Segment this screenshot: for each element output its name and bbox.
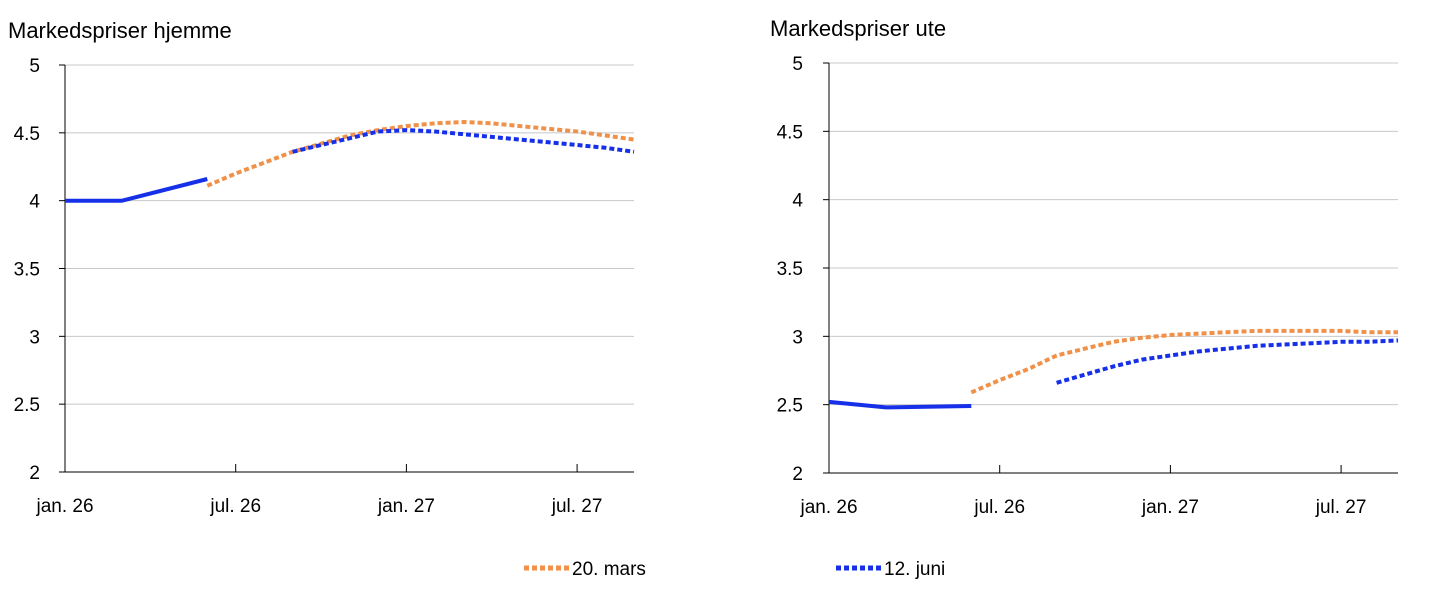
x-tick-label: jan. 26 <box>35 496 93 517</box>
panel-markedspriser-ute: Markedspriser ute 2 2.5 3 3.5 4 4.5 5 jan. 26 ju… <box>770 16 1399 518</box>
y-tick-label: 2.5 <box>14 395 40 416</box>
y-tick-label: 3 <box>792 327 803 348</box>
y-tick-label: 4 <box>29 192 40 213</box>
series-line-history <box>828 399 972 410</box>
x-tick-label: jul. 27 <box>1315 497 1367 518</box>
series-line-20-mars <box>206 120 635 188</box>
chart-title: Markedspriser ute <box>770 16 946 41</box>
legend-label-20-mars: 20. mars <box>572 559 646 580</box>
x-tick-label: jan. 27 <box>1141 497 1199 518</box>
y-tick-label: 3.5 <box>14 260 40 281</box>
chart-title: Markedspriser hjemme <box>8 18 232 43</box>
y-tick-label: 4.5 <box>14 124 40 145</box>
legend: 20. mars 12. juni <box>524 559 945 580</box>
series-line-12-juni <box>1056 338 1399 385</box>
y-tick-label: 4 <box>792 191 803 212</box>
x-tick-label: jul. 27 <box>551 496 603 517</box>
x-tick-label: jul. 26 <box>973 497 1025 518</box>
y-tick-label: 2 <box>29 463 40 484</box>
y-tick-label: 5 <box>792 54 803 75</box>
x-tick-label: jan. 26 <box>799 497 857 518</box>
y-tick-label: 3.5 <box>777 259 803 280</box>
y-tick-label: 2.5 <box>777 396 803 417</box>
legend-label-12-juni: 12. juni <box>884 559 945 580</box>
series-line-12-juni <box>292 128 635 154</box>
x-tick-label: jan. 27 <box>377 496 435 517</box>
y-tick-label: 2 <box>792 464 803 485</box>
panel-markedspriser-hjemme: Markedspriser hjemme 2 2.5 3 3.5 4 4.5 5 jan. 2… <box>8 18 635 517</box>
series-line-20-mars <box>970 328 1398 395</box>
y-tick-label: 4.5 <box>777 122 803 143</box>
y-tick-label: 3 <box>29 327 40 348</box>
series-line-history <box>65 177 208 203</box>
x-tick-label: jul. 26 <box>209 496 261 517</box>
y-tick-label: 5 <box>29 56 40 77</box>
